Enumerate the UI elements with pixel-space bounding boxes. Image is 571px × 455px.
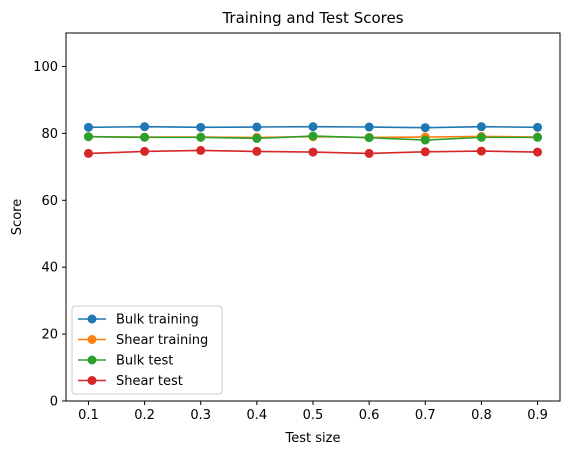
data-point-bulk-test xyxy=(84,132,93,141)
data-point-shear-test xyxy=(84,149,93,158)
legend-swatch-marker-shear-test xyxy=(88,376,97,385)
data-point-bulk-test xyxy=(140,133,149,142)
data-point-bulk-training xyxy=(196,123,205,132)
legend-label-bulk-test: Bulk test xyxy=(116,354,173,369)
x-axis-title: Test size xyxy=(285,431,341,446)
data-point-shear-test xyxy=(252,147,261,156)
legend-label-shear-test: Shear test xyxy=(116,374,183,389)
x-tick-label: 0.9 xyxy=(527,408,548,423)
legend-swatch-marker-bulk-training xyxy=(88,315,97,324)
data-point-bulk-training xyxy=(365,123,374,132)
legend: Bulk training Shear training Bulk test Shea… xyxy=(72,306,222,394)
x-tick-label: 0.8 xyxy=(471,408,492,423)
data-point-bulk-training xyxy=(533,123,542,132)
data-point-bulk-test xyxy=(252,134,261,143)
data-point-bulk-training xyxy=(421,123,430,132)
data-point-shear-test xyxy=(309,148,318,157)
legend-swatch-marker-bulk-test xyxy=(88,356,97,365)
x-tick-label: 0.2 xyxy=(134,408,155,423)
data-point-bulk-training xyxy=(140,122,149,131)
x-tick-label: 0.5 xyxy=(303,408,324,423)
data-point-bulk-training xyxy=(309,122,318,131)
y-tick-label: 80 xyxy=(41,127,58,142)
data-point-shear-test xyxy=(365,149,374,158)
data-point-bulk-training xyxy=(84,123,93,132)
data-point-bulk-test xyxy=(196,133,205,142)
legend-label-shear-training: Shear training xyxy=(116,333,208,348)
x-tick-label: 0.1 xyxy=(78,408,99,423)
data-point-bulk-test xyxy=(309,132,318,141)
y-tick-label: 40 xyxy=(41,261,58,276)
data-point-bulk-test xyxy=(533,133,542,142)
data-point-bulk-training xyxy=(252,123,261,132)
data-point-shear-test xyxy=(196,146,205,155)
x-tick-label: 0.7 xyxy=(415,408,436,423)
legend-swatch-marker-shear-training xyxy=(88,335,97,344)
y-axis-title: Score xyxy=(10,199,25,235)
data-point-shear-test xyxy=(533,148,542,157)
data-point-bulk-test xyxy=(365,133,374,142)
legend-label-bulk-training: Bulk training xyxy=(116,313,199,328)
y-tick-label: 0 xyxy=(50,395,58,410)
data-point-shear-test xyxy=(140,147,149,156)
x-tick-label: 0.6 xyxy=(359,408,380,423)
x-tick-label: 0.3 xyxy=(190,408,211,423)
data-point-shear-test xyxy=(477,147,486,156)
chart-title: Training and Test Scores xyxy=(221,9,403,27)
data-point-shear-test xyxy=(421,147,430,156)
data-point-bulk-training xyxy=(477,122,486,131)
x-tick-label: 0.4 xyxy=(247,408,268,423)
y-tick-label: 20 xyxy=(41,328,58,343)
y-tick-label: 100 xyxy=(33,60,58,75)
data-point-bulk-test xyxy=(421,136,430,145)
y-tick-label: 60 xyxy=(41,194,58,209)
data-point-bulk-test xyxy=(477,133,486,142)
